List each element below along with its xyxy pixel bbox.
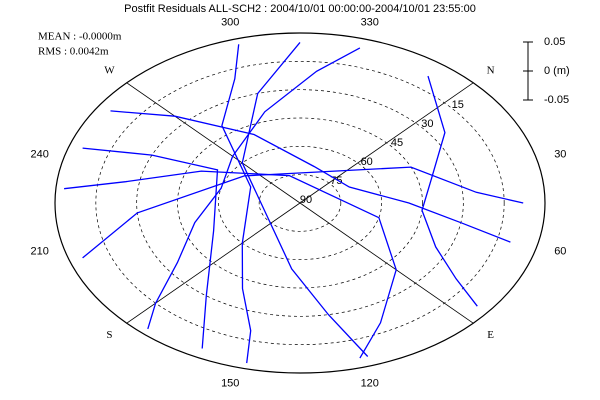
- elevation-label: 30: [421, 118, 433, 130]
- track: [82, 147, 219, 349]
- elevation-ring: [217, 145, 383, 261]
- track: [147, 47, 361, 330]
- azimuth-label: 150: [221, 378, 239, 390]
- mean-annotation: MEAN : -0.0000m: [38, 31, 122, 43]
- elevation-label: 60: [361, 156, 373, 168]
- track: [110, 110, 511, 243]
- track: [82, 166, 524, 259]
- direction-label: W: [104, 64, 115, 76]
- elevation-label: 45: [391, 137, 403, 149]
- direction-line: [126, 202, 301, 324]
- azimuth-label: 120: [361, 378, 379, 390]
- horizon: [54, 32, 546, 374]
- direction-line: [299, 82, 474, 204]
- azimuth-label: 240: [31, 149, 49, 161]
- rms-annotation: RMS : 0.0042m: [38, 46, 109, 58]
- azimuth-label: 210: [31, 245, 49, 257]
- azimuth-label: 30: [554, 149, 566, 161]
- track: [64, 170, 397, 359]
- direction-line: [299, 202, 474, 324]
- direction-label: N: [487, 64, 495, 76]
- direction-label: S: [106, 329, 112, 341]
- scale-label: 0 (m): [544, 65, 570, 77]
- elevation-ring: [95, 60, 505, 346]
- azimuth-label: 60: [554, 245, 566, 257]
- direction-line: [126, 82, 301, 204]
- azimuth-label: 330: [361, 16, 379, 28]
- elevation-ring: [258, 174, 342, 232]
- direction-label: E: [487, 329, 494, 341]
- track: [241, 41, 369, 357]
- chart-title: Postfit Residuals ALL-SCH2 : 2004/10/01 …: [124, 3, 476, 15]
- elevation-label: 15: [452, 99, 464, 111]
- elevation-ring: [177, 117, 423, 289]
- elevation-ring: [136, 89, 464, 317]
- azimuth-label: 300: [221, 16, 239, 28]
- scale-label: -0.05: [544, 94, 569, 106]
- track: [221, 44, 252, 364]
- track: [421, 75, 478, 307]
- scale-label: 0.05: [544, 36, 565, 48]
